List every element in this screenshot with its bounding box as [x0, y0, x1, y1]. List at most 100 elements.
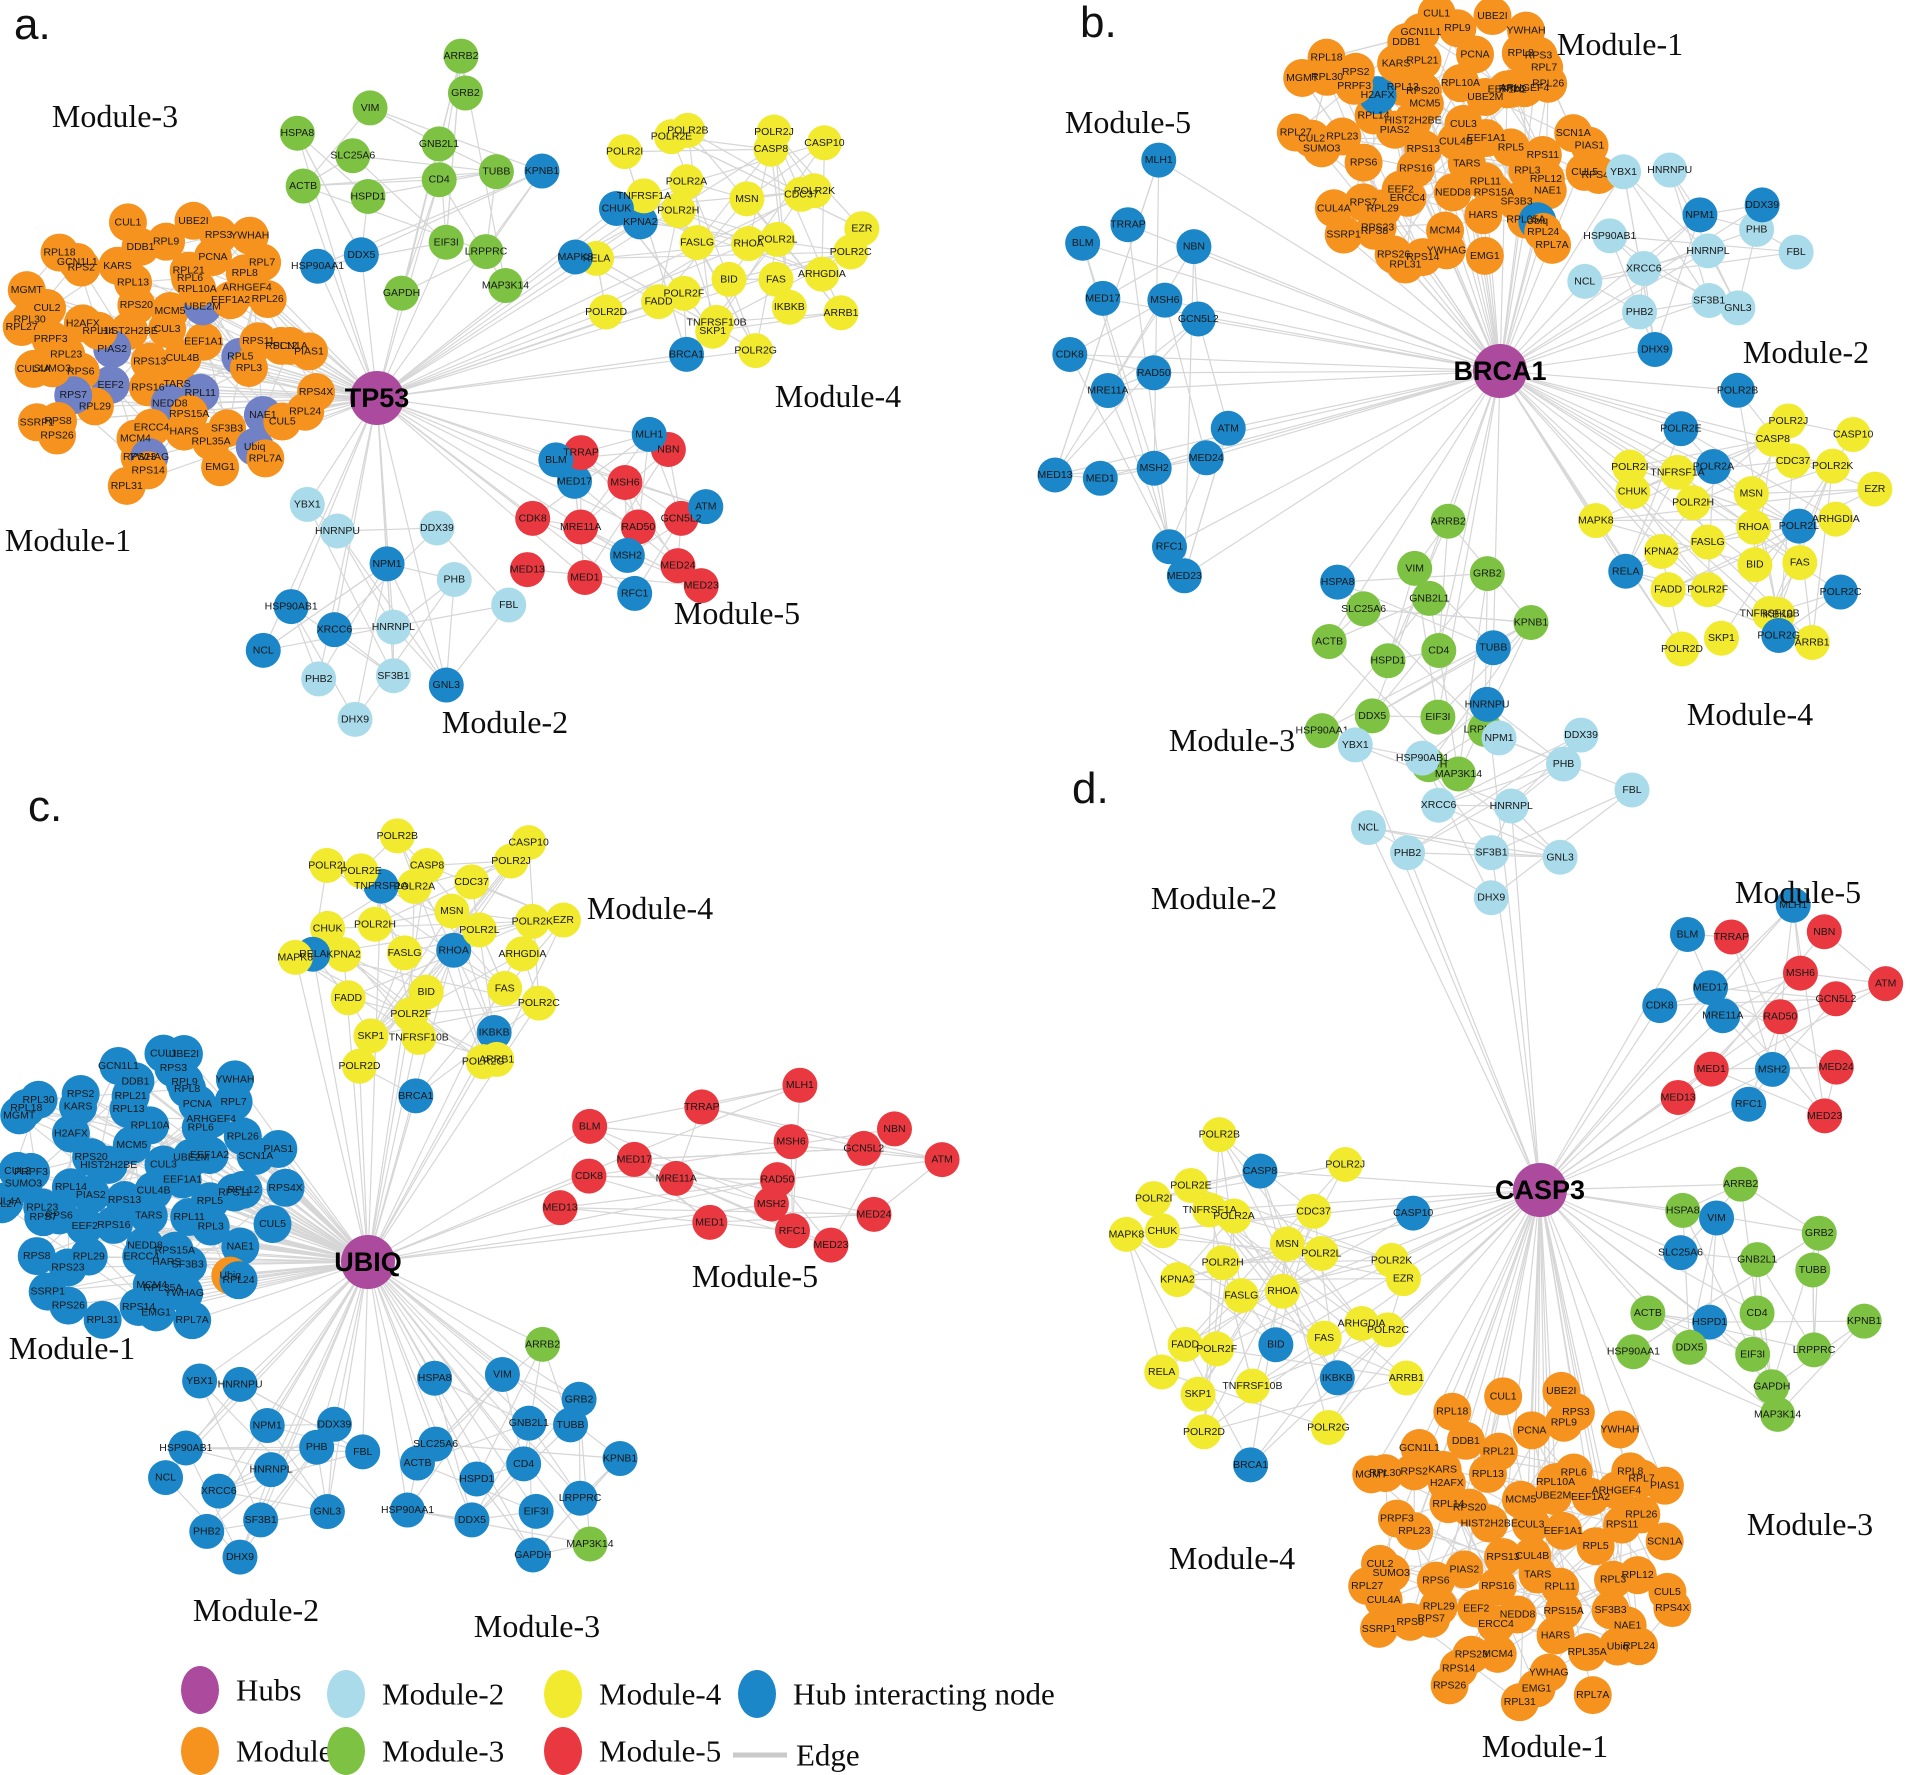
node-YWHAH[interactable] — [1507, 11, 1546, 50]
node-GRB2[interactable] — [1469, 556, 1505, 592]
node-VIM[interactable] — [352, 90, 388, 126]
node-GNB2L1[interactable] — [1739, 1242, 1775, 1278]
node-EMG1[interactable] — [201, 448, 240, 487]
node-POLR2B[interactable] — [379, 818, 415, 854]
node-DHX9[interactable] — [1637, 332, 1673, 368]
node-MLH1[interactable] — [1141, 142, 1177, 178]
node-SKP1[interactable] — [353, 1018, 389, 1054]
node-LRPPRC[interactable] — [468, 234, 504, 270]
node-NPM1[interactable] — [1682, 197, 1718, 233]
node-MSN[interactable] — [1733, 476, 1769, 512]
node-HSP90AB1[interactable] — [1592, 218, 1628, 254]
node-EEF1A1[interactable] — [1544, 1511, 1583, 1550]
node-SSRP1[interactable] — [1324, 215, 1363, 254]
node-FAS[interactable] — [487, 970, 523, 1006]
node-RPL7A[interactable] — [1533, 225, 1572, 264]
node-EIF3I[interactable] — [428, 224, 464, 260]
node-DHX9[interactable] — [1473, 880, 1509, 916]
node-MED24[interactable] — [1818, 1049, 1854, 1085]
node-ARRB2[interactable] — [1430, 503, 1466, 539]
node-MRE11A[interactable] — [1705, 998, 1741, 1034]
node-CUL2[interactable] — [0, 1151, 37, 1190]
node-RPS26[interactable] — [1430, 1666, 1469, 1705]
node-RPS13[interactable] — [1484, 1538, 1523, 1577]
node-POLR2L[interactable] — [1303, 1235, 1339, 1271]
node-RELA[interactable] — [1144, 1354, 1180, 1390]
node-PIAS1[interactable] — [1645, 1466, 1684, 1505]
node-SSRP1[interactable] — [1360, 1609, 1399, 1648]
node-ARRB2[interactable] — [443, 38, 479, 74]
node-POLR2A[interactable] — [668, 164, 704, 200]
node-MED17[interactable] — [1693, 970, 1729, 1006]
node-RPS4X[interactable] — [297, 373, 336, 412]
node-RFC1[interactable] — [617, 575, 653, 611]
node-SSRP1[interactable] — [17, 403, 56, 442]
node-EZR[interactable] — [1385, 1261, 1421, 1297]
node-HSP90AB1[interactable] — [273, 589, 309, 625]
node-POLR2D[interactable] — [341, 1048, 377, 1084]
node-MRE11A[interactable] — [1090, 373, 1126, 409]
node-SLC25A6[interactable] — [335, 138, 371, 174]
node-CD4[interactable] — [506, 1446, 542, 1482]
node-EZR[interactable] — [844, 211, 880, 247]
node-NAE1[interactable] — [221, 1227, 260, 1266]
node-GCN1L1[interactable] — [99, 1046, 138, 1085]
node-CD4[interactable] — [1739, 1295, 1775, 1331]
node-EZR[interactable] — [545, 902, 581, 938]
node-H2AFX[interactable] — [63, 304, 102, 343]
node-RPL31[interactable] — [107, 466, 146, 505]
node-POLR2I[interactable] — [1136, 1181, 1172, 1217]
node-PIAS1[interactable] — [289, 332, 328, 371]
node-FASLG[interactable] — [679, 225, 715, 261]
node-POLR2E[interactable] — [1663, 411, 1699, 447]
node-HSP90AB1[interactable] — [168, 1430, 204, 1466]
node-MSH2[interactable] — [1136, 450, 1172, 486]
node-RPL27[interactable] — [1276, 113, 1315, 152]
node-ACTB[interactable] — [285, 168, 321, 204]
node-MSH6[interactable] — [607, 464, 643, 500]
node-POLR2D[interactable] — [1664, 631, 1700, 667]
node-PHB[interactable] — [436, 562, 472, 598]
node-HSP90AA1[interactable] — [390, 1492, 426, 1528]
node-KPNA2[interactable] — [1159, 1262, 1195, 1298]
node-MED13[interactable] — [542, 1190, 578, 1226]
node-ERCC4[interactable] — [1477, 1605, 1516, 1644]
node-MED1[interactable] — [692, 1204, 728, 1240]
node-MGMT[interactable] — [7, 271, 46, 310]
node-POLR2L[interactable] — [461, 912, 497, 948]
hub-UBIQ[interactable] — [341, 1235, 395, 1289]
node-BLM[interactable] — [572, 1108, 608, 1144]
node-MSH6[interactable] — [1782, 955, 1818, 991]
node-RAD50[interactable] — [620, 509, 656, 545]
node-SLC25A6[interactable] — [1663, 1235, 1699, 1271]
node-KPNA2[interactable] — [1643, 533, 1679, 569]
node-NBN[interactable] — [1806, 914, 1842, 950]
node-GAPDH[interactable] — [384, 275, 420, 311]
node-BLM[interactable] — [1065, 225, 1101, 261]
node-RPL27[interactable] — [2, 308, 41, 347]
node-MAPK8[interactable] — [1578, 503, 1614, 539]
node-CUL1[interactable] — [1484, 1377, 1523, 1416]
node-DDX5[interactable] — [1672, 1329, 1708, 1365]
hub-CASP3[interactable] — [1513, 1163, 1567, 1217]
node-FASLG[interactable] — [387, 935, 423, 971]
node-FAS[interactable] — [1306, 1320, 1342, 1356]
node-POLR2I[interactable] — [309, 847, 345, 883]
node-GRB2[interactable] — [561, 1381, 597, 1417]
node-POLR2H[interactable] — [1675, 485, 1711, 521]
node-CHUK[interactable] — [1144, 1213, 1180, 1249]
node-DDX39[interactable] — [316, 1406, 352, 1442]
node-TNFRSF10B[interactable] — [401, 1019, 437, 1055]
node-TUBB[interactable] — [1795, 1252, 1831, 1288]
node-TRRAP[interactable] — [1110, 207, 1146, 243]
node-CDK8[interactable] — [515, 500, 551, 536]
node-SCN1A[interactable] — [1645, 1522, 1684, 1561]
node-BID[interactable] — [1737, 547, 1773, 583]
node-ARRB1[interactable] — [1794, 624, 1830, 660]
node-POLR2F[interactable] — [1690, 572, 1726, 608]
node-YBX1[interactable] — [1337, 727, 1373, 763]
node-YBX1[interactable] — [289, 486, 325, 522]
node-MED17[interactable] — [1085, 280, 1121, 316]
node-MLH1[interactable] — [1775, 887, 1811, 923]
node-POLR2C[interactable] — [1370, 1312, 1406, 1348]
